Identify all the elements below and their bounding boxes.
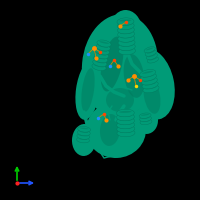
Ellipse shape [141, 114, 149, 116]
Ellipse shape [110, 10, 142, 50]
Ellipse shape [78, 126, 91, 132]
Ellipse shape [77, 130, 90, 136]
Ellipse shape [118, 43, 135, 51]
Ellipse shape [94, 52, 109, 59]
Ellipse shape [116, 109, 134, 117]
Ellipse shape [140, 73, 157, 81]
Ellipse shape [101, 37, 123, 91]
Ellipse shape [120, 24, 132, 26]
Ellipse shape [143, 75, 154, 78]
Ellipse shape [120, 127, 132, 129]
Ellipse shape [149, 58, 157, 61]
Ellipse shape [98, 45, 108, 48]
Ellipse shape [93, 60, 107, 67]
Ellipse shape [94, 65, 104, 67]
Ellipse shape [100, 114, 120, 146]
Ellipse shape [94, 56, 108, 63]
Ellipse shape [140, 70, 156, 77]
Ellipse shape [145, 50, 156, 56]
Ellipse shape [121, 49, 133, 51]
Ellipse shape [77, 134, 90, 139]
Ellipse shape [120, 131, 132, 133]
Ellipse shape [119, 123, 132, 125]
Ellipse shape [97, 40, 111, 47]
Ellipse shape [119, 111, 132, 113]
Ellipse shape [117, 121, 135, 129]
Ellipse shape [97, 53, 106, 56]
Ellipse shape [119, 47, 135, 55]
Ellipse shape [117, 18, 134, 25]
Ellipse shape [96, 57, 106, 60]
Ellipse shape [95, 48, 109, 55]
Ellipse shape [116, 113, 134, 121]
Ellipse shape [95, 61, 105, 63]
Ellipse shape [72, 124, 96, 156]
Ellipse shape [96, 44, 110, 51]
Ellipse shape [120, 28, 132, 30]
Ellipse shape [120, 32, 132, 34]
Ellipse shape [140, 116, 152, 122]
Ellipse shape [141, 117, 150, 119]
Ellipse shape [92, 63, 106, 71]
Ellipse shape [147, 51, 155, 54]
Ellipse shape [118, 30, 135, 38]
Ellipse shape [82, 14, 158, 118]
Ellipse shape [78, 138, 88, 140]
Ellipse shape [79, 131, 88, 133]
Ellipse shape [147, 57, 159, 63]
Ellipse shape [118, 39, 135, 46]
Ellipse shape [117, 117, 135, 125]
Ellipse shape [117, 22, 134, 30]
Ellipse shape [142, 81, 158, 89]
Ellipse shape [142, 120, 150, 122]
Ellipse shape [145, 86, 157, 89]
Ellipse shape [143, 85, 159, 93]
Ellipse shape [148, 54, 156, 57]
Ellipse shape [79, 135, 88, 136]
Ellipse shape [80, 128, 89, 129]
Ellipse shape [117, 129, 135, 137]
Ellipse shape [117, 26, 134, 34]
Ellipse shape [120, 36, 132, 38]
Ellipse shape [139, 113, 151, 118]
Ellipse shape [121, 45, 133, 47]
Ellipse shape [99, 41, 109, 44]
Ellipse shape [77, 137, 89, 143]
Ellipse shape [129, 48, 175, 120]
Ellipse shape [144, 47, 155, 53]
Ellipse shape [86, 102, 146, 158]
Ellipse shape [119, 119, 132, 121]
Ellipse shape [124, 54, 144, 98]
Ellipse shape [144, 78, 160, 114]
Ellipse shape [121, 40, 133, 42]
Ellipse shape [145, 83, 156, 86]
Ellipse shape [141, 77, 157, 85]
Ellipse shape [140, 119, 152, 125]
Ellipse shape [134, 106, 158, 134]
Ellipse shape [106, 88, 134, 112]
Ellipse shape [120, 20, 131, 21]
Ellipse shape [144, 79, 155, 82]
Ellipse shape [75, 60, 101, 120]
Ellipse shape [146, 54, 157, 60]
Ellipse shape [146, 48, 154, 50]
Ellipse shape [81, 68, 95, 112]
Ellipse shape [117, 125, 135, 133]
Ellipse shape [118, 35, 135, 42]
Ellipse shape [119, 115, 132, 117]
Ellipse shape [97, 49, 107, 52]
Ellipse shape [142, 71, 153, 74]
